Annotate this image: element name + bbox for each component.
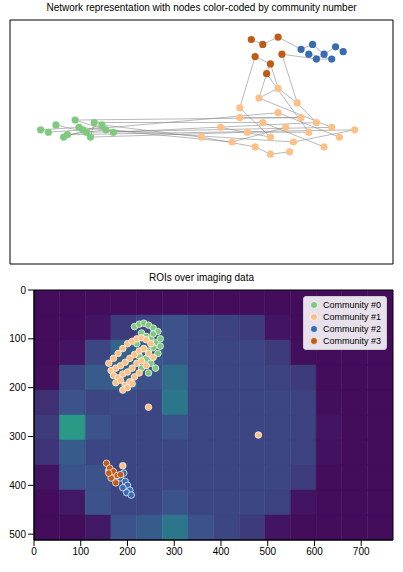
svg-text:400: 400 — [9, 480, 26, 491]
svg-text:0: 0 — [31, 546, 37, 557]
html-text:Network representation with no: Network representation with nodes color-… — [46, 2, 357, 13]
svg-text:200: 200 — [119, 546, 136, 557]
html-text:Community #0: Community #0 — [323, 300, 381, 310]
html-text:Community #2: Community #2 — [323, 324, 381, 334]
svg-text:300: 300 — [166, 546, 183, 557]
svg-text:100: 100 — [72, 546, 89, 557]
svg-text:500: 500 — [9, 529, 26, 540]
svg-text:100: 100 — [9, 333, 26, 344]
svg-text:600: 600 — [306, 546, 323, 557]
svg-text:200: 200 — [9, 382, 26, 393]
svg-text:700: 700 — [353, 546, 370, 557]
html-text:Community #1: Community #1 — [323, 312, 381, 322]
svg-text:0: 0 — [20, 286, 26, 296]
svg-text:500: 500 — [259, 546, 276, 557]
svg-text:300: 300 — [9, 431, 26, 442]
html-text:ROIs over imaging data: ROIs over imaging data — [149, 272, 254, 283]
svg-text:400: 400 — [213, 546, 230, 557]
html-text:Community #3: Community #3 — [323, 336, 381, 346]
